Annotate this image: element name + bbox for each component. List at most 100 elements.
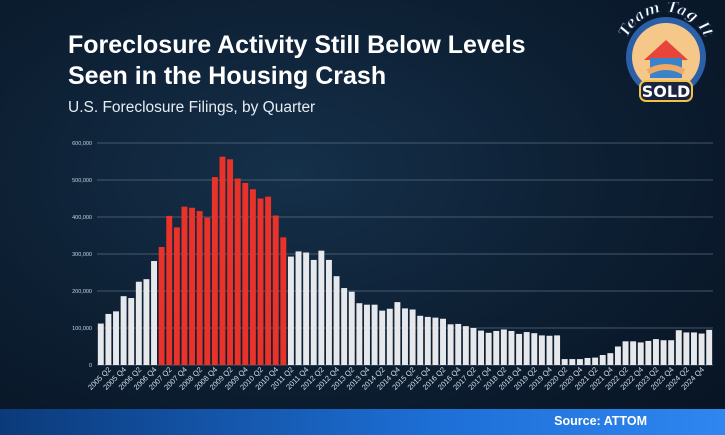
bar xyxy=(386,308,393,365)
bar xyxy=(447,324,454,365)
chart-subtitle: U.S. Foreclosure Filings, by Quarter xyxy=(68,99,316,116)
bar xyxy=(599,355,606,365)
bar xyxy=(128,298,135,365)
bar xyxy=(691,332,697,365)
bar xyxy=(485,332,492,365)
y-tick-label: 200,000 xyxy=(72,289,92,295)
bar xyxy=(462,326,469,365)
bar xyxy=(409,309,416,365)
bar xyxy=(531,333,538,365)
bar xyxy=(424,316,431,365)
bar xyxy=(318,250,325,365)
bar xyxy=(698,333,705,365)
bar xyxy=(105,313,112,365)
bar xyxy=(265,196,272,365)
bar xyxy=(303,252,310,365)
bar xyxy=(569,359,576,365)
handshake-icon xyxy=(646,64,686,75)
sold-badge-text: SOLD xyxy=(642,82,691,101)
bar xyxy=(645,340,652,365)
y-tick-label: 600,000 xyxy=(72,141,92,147)
bar xyxy=(440,318,446,365)
source-label: Source: ATTOM xyxy=(554,414,647,428)
bar xyxy=(333,276,340,365)
bar xyxy=(166,215,173,365)
bar xyxy=(120,296,127,365)
bar xyxy=(660,340,667,365)
y-axis-tick-labels: 0 100,000 200,000 300,000 400,000 500,000 600,… xyxy=(72,141,92,369)
bar xyxy=(546,335,553,365)
bar xyxy=(97,323,104,365)
bar xyxy=(607,353,614,365)
bar xyxy=(287,256,294,365)
bar xyxy=(181,206,188,365)
bar xyxy=(371,304,378,365)
bar xyxy=(379,310,386,365)
bar xyxy=(683,332,690,365)
team-tag-it-logo: Team Tag It SOLD xyxy=(614,2,718,102)
bar xyxy=(561,359,568,365)
bar xyxy=(554,335,561,365)
bar xyxy=(211,177,218,365)
bar xyxy=(576,359,583,365)
bars xyxy=(97,156,713,365)
bar xyxy=(592,357,599,365)
bar xyxy=(500,329,507,365)
bar xyxy=(295,251,302,365)
bar xyxy=(143,279,150,365)
bar xyxy=(135,281,142,365)
bar xyxy=(630,341,637,365)
bar xyxy=(417,315,424,365)
bar xyxy=(151,261,157,365)
bar xyxy=(493,330,500,365)
bar xyxy=(272,215,279,365)
bar xyxy=(356,303,363,365)
bar xyxy=(614,346,621,365)
bar xyxy=(204,217,211,365)
bar xyxy=(584,357,591,365)
footer-bar: Source: ATTOM xyxy=(0,409,725,435)
bar xyxy=(508,330,515,365)
bar xyxy=(394,302,401,365)
bar xyxy=(653,339,659,365)
bar xyxy=(668,340,675,365)
y-tick-label: 0 xyxy=(89,363,92,369)
sold-badge xyxy=(639,80,693,102)
bar xyxy=(242,182,249,365)
bar xyxy=(455,323,462,365)
y-tick-label: 100,000 xyxy=(72,326,92,332)
bar xyxy=(523,332,530,365)
chart-title: Foreclosure Activity Still Below Levels … xyxy=(68,31,526,90)
bar xyxy=(310,259,317,365)
bar xyxy=(470,328,477,365)
bar xyxy=(538,335,545,365)
house-roof-icon xyxy=(644,40,688,60)
y-tick-label: 500,000 xyxy=(72,178,92,184)
bar xyxy=(196,211,203,365)
bar xyxy=(402,308,408,365)
bar xyxy=(706,329,713,365)
bar xyxy=(219,156,226,365)
bar xyxy=(113,311,119,365)
bar xyxy=(158,246,165,365)
bar xyxy=(348,291,355,365)
bar xyxy=(234,178,241,365)
bar xyxy=(364,304,370,365)
bar xyxy=(622,341,629,365)
y-tick-label: 300,000 xyxy=(72,252,92,258)
bar xyxy=(173,227,180,365)
y-tick-label: 400,000 xyxy=(72,215,92,221)
bar xyxy=(432,317,439,365)
bar xyxy=(189,207,196,365)
bar xyxy=(637,342,644,365)
bar xyxy=(478,330,485,365)
bar xyxy=(227,159,234,365)
bar xyxy=(341,288,348,365)
bar xyxy=(325,259,332,365)
bar xyxy=(280,237,287,365)
bar xyxy=(249,189,256,365)
bar xyxy=(516,333,523,365)
bar xyxy=(675,330,682,365)
